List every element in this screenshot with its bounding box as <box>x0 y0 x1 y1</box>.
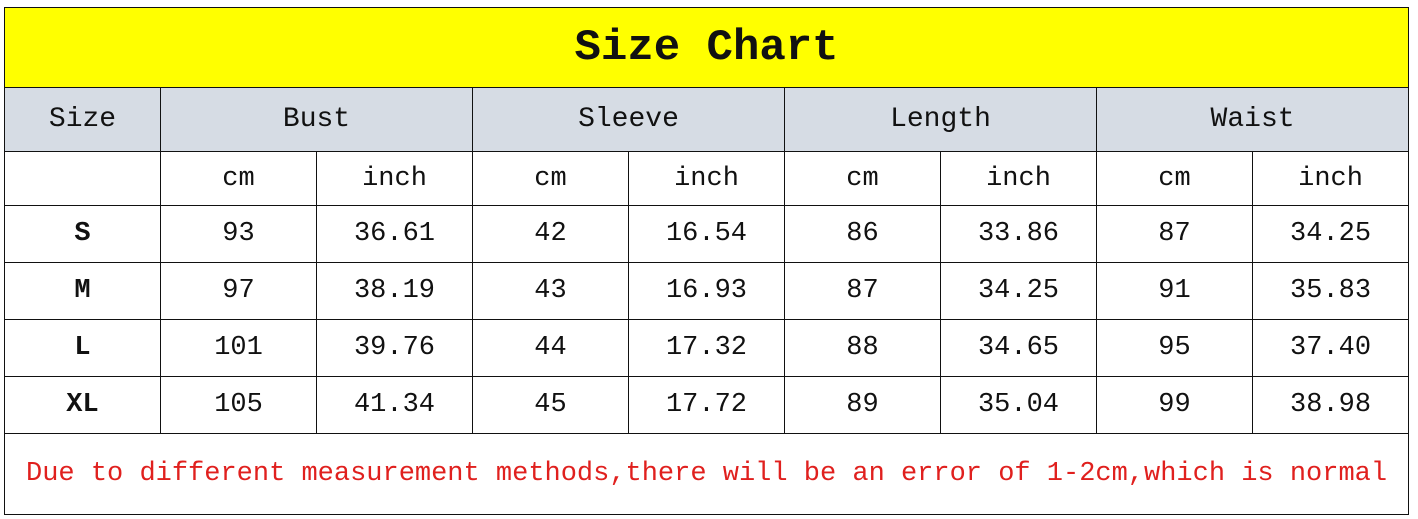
measurement-cell: 101 <box>160 319 317 377</box>
unit-label: cm <box>160 151 317 206</box>
size-label: XL <box>4 376 161 434</box>
measurement-cell: 95 <box>1096 319 1253 377</box>
measurement-cell: 36.61 <box>316 205 473 263</box>
measurement-cell: 34.65 <box>940 319 1097 377</box>
unit-label: inch <box>628 151 785 206</box>
measurement-cell: 39.76 <box>316 319 473 377</box>
measurement-cell: 105 <box>160 376 317 434</box>
measurement-cell: 16.93 <box>628 262 785 320</box>
measurement-cell: 38.98 <box>1251 376 1410 434</box>
table-row: S 93 36.61 42 16.54 86 33.86 87 34.25 <box>4 205 1410 263</box>
measurement-cell: 45 <box>472 376 629 434</box>
unit-label: cm <box>1096 151 1253 206</box>
size-label: L <box>4 319 161 377</box>
measurement-cell: 43 <box>472 262 629 320</box>
unit-label: inch <box>1251 151 1410 206</box>
measurement-cell: 35.83 <box>1251 262 1410 320</box>
measurement-cell: 42 <box>472 205 629 263</box>
header-waist: Waist <box>1095 87 1410 152</box>
measurement-cell: 93 <box>160 205 317 263</box>
measurement-cell: 88 <box>784 319 941 377</box>
table-row: L 101 39.76 44 17.32 88 34.65 95 37.40 <box>4 319 1410 377</box>
measurement-cell: 33.86 <box>940 205 1097 263</box>
unit-label: cm <box>784 151 941 206</box>
unit-label: inch <box>316 151 473 206</box>
header-sleeve: Sleeve <box>472 87 785 152</box>
measurement-note: Due to different measurement methods,the… <box>3 433 1410 515</box>
measurement-cell: 16.54 <box>628 205 785 263</box>
measurement-cell: 91 <box>1096 262 1253 320</box>
units-empty-cell <box>4 151 161 206</box>
measurement-cell: 38.19 <box>316 262 473 320</box>
measurement-cell: 35.04 <box>940 376 1097 434</box>
unit-label: cm <box>472 151 629 206</box>
measurement-cell: 17.32 <box>628 319 785 377</box>
measurement-cell: 87 <box>1096 205 1253 263</box>
header-size: Size <box>4 87 161 152</box>
measurement-cell: 34.25 <box>940 262 1097 320</box>
header-bust: Bust <box>160 87 473 152</box>
size-label: M <box>4 262 161 320</box>
measurement-cell: 99 <box>1096 376 1253 434</box>
measurement-cell: 37.40 <box>1251 319 1410 377</box>
measurement-cell: 89 <box>784 376 941 434</box>
measurement-cell: 44 <box>472 319 629 377</box>
chart-title: Size Chart <box>3 7 1410 88</box>
measurement-cell: 34.25 <box>1251 205 1410 263</box>
measurement-cell: 86 <box>784 205 941 263</box>
measurement-cell: 87 <box>784 262 941 320</box>
table-row: M 97 38.19 43 16.93 87 34.25 91 35.83 <box>4 262 1410 320</box>
table-row: XL 105 41.34 45 17.72 89 35.04 99 38.98 <box>4 376 1410 434</box>
size-label: S <box>4 205 161 263</box>
size-chart-table: Size Chart Size Bust Sleeve Length Waist… <box>3 7 1410 515</box>
measurement-cell: 41.34 <box>316 376 473 434</box>
header-length: Length <box>784 87 1097 152</box>
measurement-cell: 17.72 <box>628 376 785 434</box>
unit-label: inch <box>940 151 1097 206</box>
measurement-cell: 97 <box>160 262 317 320</box>
